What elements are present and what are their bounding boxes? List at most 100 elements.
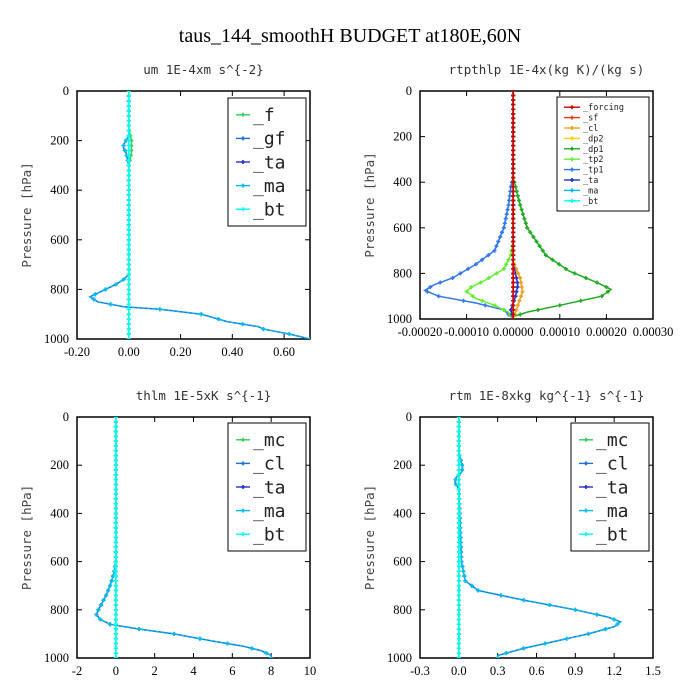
point-dp1 bbox=[604, 285, 609, 290]
point-ma bbox=[521, 646, 526, 651]
point-bt bbox=[126, 208, 131, 213]
point-bt bbox=[113, 554, 118, 559]
point-forcing bbox=[511, 280, 516, 285]
point-ma bbox=[122, 148, 127, 153]
point-forcing bbox=[511, 171, 516, 176]
point-forcing bbox=[511, 294, 516, 299]
y-tick-label: 200 bbox=[50, 134, 69, 148]
point-bt bbox=[113, 622, 118, 627]
panel-title: rtm 1E-8xkg kg^{-1} s^{-1} bbox=[449, 388, 645, 403]
point-ma bbox=[308, 337, 310, 339]
point-bt bbox=[113, 540, 118, 545]
point-tp2 bbox=[486, 275, 491, 280]
point-ma bbox=[612, 617, 617, 622]
y-tick-label: 800 bbox=[393, 266, 412, 280]
point-forcing bbox=[511, 184, 516, 189]
point-tp1 bbox=[428, 285, 433, 290]
point-ma bbox=[108, 622, 113, 627]
point-bt bbox=[126, 267, 131, 272]
y-axis-label: Pressure [hPa] bbox=[362, 152, 377, 257]
point-forcing bbox=[511, 120, 516, 125]
point-ma bbox=[463, 578, 468, 583]
legend-label: _ma bbox=[253, 176, 286, 197]
point-bt bbox=[113, 607, 118, 612]
point-tp2 bbox=[480, 298, 485, 303]
point-forcing bbox=[511, 148, 516, 153]
point-bt bbox=[113, 631, 118, 636]
x-tick-label: 0 bbox=[113, 664, 119, 678]
series-group bbox=[423, 91, 613, 319]
point-forcing bbox=[511, 130, 516, 135]
point-tp1 bbox=[498, 234, 503, 239]
legend-label: _ta bbox=[596, 477, 629, 498]
legend-label: _cl bbox=[583, 124, 598, 134]
x-tick-label: 1.5 bbox=[645, 664, 661, 678]
point-bt bbox=[126, 168, 131, 173]
point-bt bbox=[456, 419, 461, 424]
legend: _f _gf_ta _ma _bt bbox=[227, 97, 307, 227]
legend: _forcing_sf_cl_dp2_dp1_tp2_tp1_ta_ma_bt bbox=[556, 96, 650, 212]
y-tick-label: 200 bbox=[50, 458, 69, 472]
point-forcing bbox=[511, 312, 516, 317]
legend-marker bbox=[241, 437, 245, 442]
point-bt bbox=[113, 463, 118, 468]
point-tp1 bbox=[496, 239, 501, 244]
series-group bbox=[88, 91, 310, 339]
point-bt bbox=[126, 203, 131, 208]
point-bt bbox=[113, 535, 118, 540]
legend-label: _ta bbox=[583, 176, 598, 186]
point-bt bbox=[456, 578, 461, 583]
point-bt bbox=[456, 569, 461, 574]
point-bt bbox=[456, 602, 461, 607]
point-ma bbox=[108, 302, 113, 307]
point-ma bbox=[543, 641, 548, 646]
y-tick-label: 1000 bbox=[44, 651, 69, 665]
point-ma bbox=[261, 327, 266, 332]
legend-label: _bt bbox=[596, 525, 629, 546]
point-bt bbox=[456, 453, 461, 458]
point-ma bbox=[103, 287, 108, 292]
legend-label: _bt bbox=[253, 525, 286, 546]
y-tick-label: 600 bbox=[50, 555, 69, 569]
legend-marker bbox=[584, 508, 588, 513]
point-ma bbox=[216, 317, 221, 322]
point-bt bbox=[126, 232, 131, 237]
point-forcing bbox=[511, 257, 516, 262]
legend-marker bbox=[241, 136, 245, 141]
point-tp1 bbox=[438, 280, 443, 285]
legend-marker bbox=[584, 461, 588, 466]
legend-marker bbox=[584, 532, 588, 537]
legend-marker bbox=[584, 437, 588, 442]
point-bt bbox=[456, 535, 461, 540]
point-ma bbox=[106, 588, 111, 593]
point-dp1 bbox=[540, 248, 545, 253]
point-dp1 bbox=[595, 280, 600, 285]
point-ma bbox=[137, 627, 142, 632]
y-axis-label: Pressure [hPa] bbox=[19, 162, 34, 267]
point-bt bbox=[126, 287, 131, 292]
legend-label: _ta bbox=[253, 152, 286, 173]
x-tick-label: 0.00030 bbox=[633, 325, 674, 339]
legend-marker bbox=[570, 157, 574, 162]
point-ma bbox=[249, 646, 254, 651]
point-ma bbox=[104, 593, 109, 598]
y-tick-label: 400 bbox=[393, 506, 412, 520]
point-bt bbox=[456, 598, 461, 603]
point-dp1 bbox=[525, 225, 530, 230]
point-bt bbox=[126, 222, 131, 227]
legend-label: _tp2 bbox=[583, 155, 603, 165]
point-bt bbox=[126, 103, 131, 108]
point-bt bbox=[456, 501, 461, 506]
point-bt bbox=[456, 617, 461, 622]
point-bt bbox=[456, 540, 461, 545]
point-bt bbox=[456, 434, 461, 439]
point-ma bbox=[240, 322, 245, 327]
point-ma bbox=[94, 612, 99, 617]
point-forcing bbox=[511, 91, 516, 93]
point-bt bbox=[456, 583, 461, 588]
point-forcing bbox=[511, 303, 516, 308]
point-bt bbox=[456, 545, 461, 550]
legend-marker bbox=[570, 188, 574, 193]
point-bt bbox=[113, 453, 118, 458]
point-ma bbox=[462, 574, 467, 579]
